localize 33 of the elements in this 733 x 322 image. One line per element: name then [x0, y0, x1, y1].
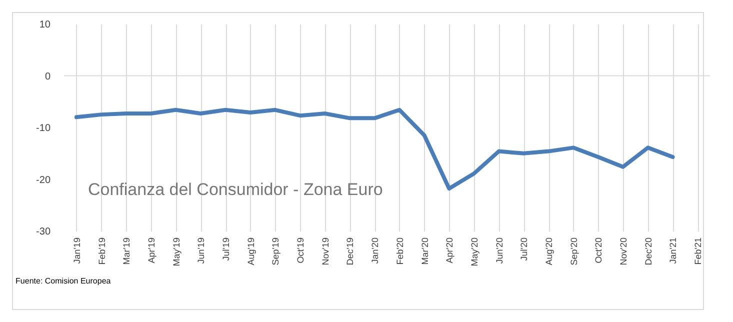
- x-tick-label: Mar'20: [420, 238, 430, 265]
- x-tick-label: May'19: [171, 238, 182, 266]
- x-tick-label: Dec'20: [643, 238, 654, 266]
- x-tick-label: Feb'21: [693, 238, 704, 265]
- x-tick-label: Jun'20: [494, 238, 504, 264]
- x-tick-label: Feb'20: [394, 238, 405, 265]
- x-tick-label: Oct'19: [296, 238, 306, 264]
- text: Confianza del Consumidor - Zona Euro: [88, 180, 383, 199]
- y-tick-label: -20: [36, 174, 51, 186]
- y-tick-label: 0: [44, 71, 51, 82]
- x-tick-label: Jul'20: [519, 238, 530, 261]
- source-note: Fuente: Comision Europea: [16, 276, 112, 286]
- y-tick-label: -30: [36, 226, 51, 238]
- y-tick-label: 10: [39, 20, 51, 30]
- x-tick-label: Sep'19: [270, 238, 281, 266]
- x-tick-label: Dec'19: [345, 238, 356, 266]
- x-tick-label: Jan'19: [72, 238, 82, 264]
- x-tick-label: Nov'20: [618, 238, 629, 266]
- x-tick-label: Jul'19: [221, 238, 231, 261]
- x-tick-label: Sep'20: [568, 238, 579, 266]
- x-tick-label: Feb'19: [96, 238, 107, 265]
- x-tick-label: Aug'19: [246, 238, 256, 266]
- x-tick-label: Aug'20: [544, 238, 554, 266]
- x-tick-label: Jun'19: [196, 238, 206, 264]
- x-tick-label: Mar'19: [122, 238, 132, 265]
- x-tick-label: Jan'20: [370, 238, 380, 264]
- x-tick-label: Jan'21: [668, 238, 678, 264]
- x-tick-label: May'20: [469, 238, 480, 266]
- x-tick-label: Apr'19: [146, 238, 156, 264]
- x-tick-label: Oct'20: [594, 238, 604, 264]
- y-tick-label: -10: [36, 123, 51, 134]
- x-tick-label: Apr'20: [444, 238, 455, 264]
- x-tick-label: Nov'19: [320, 238, 330, 266]
